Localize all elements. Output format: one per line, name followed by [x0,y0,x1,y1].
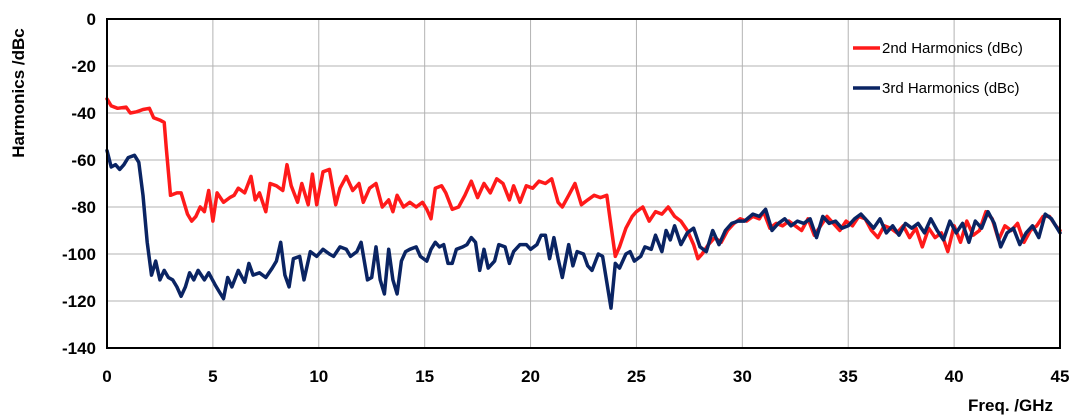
y-tick-label: -60 [71,151,96,170]
legend-label-2nd-harmonics: 2nd Harmonics (dBc) [882,40,1023,57]
y-tick-label: -20 [71,57,96,76]
y-tick-label: -120 [62,292,96,311]
legend-entry-2nd-harmonics: 2nd Harmonics (dBc) [853,40,1023,57]
y-tick-label: -80 [71,198,96,217]
legend-label-3rd-harmonics: 3rd Harmonics (dBc) [882,80,1020,97]
legend-entry-3rd-harmonics: 3rd Harmonics (dBc) [853,80,1020,97]
x-tick-label: 35 [839,367,858,386]
y-tick-label: -40 [71,104,96,123]
x-tick-label: 45 [1051,367,1070,386]
x-axis-title: Freq. /GHz [968,396,1053,415]
x-tick-label: 20 [521,367,540,386]
y-axis-title: Harmonics /dBc [9,28,28,157]
x-tick-label: 25 [627,367,646,386]
plot-area-frame [106,18,1061,349]
y-tick-label: -140 [62,339,96,358]
y-tick-label: 0 [87,10,96,29]
series-line-2nd-harmonics [105,97,1062,261]
x-tick-label: 40 [945,367,964,386]
x-tick-label: 15 [415,367,434,386]
legend: 2nd Harmonics (dBc) 3rd Harmonics (dBc) [853,40,1023,97]
x-tick-label: 10 [309,367,328,386]
y-tick-label: -100 [62,245,96,264]
series-lines [105,97,1062,310]
tick-labels: 0 5 10 15 20 25 30 35 40 45 0 -20 -40 -60 -80 -100 -120 -… [62,10,1069,386]
x-tick-label: 0 [102,367,111,386]
series-line-3rd-harmonics [105,148,1062,310]
x-tick-label: 30 [733,367,752,386]
x-tick-label: 5 [208,367,217,386]
